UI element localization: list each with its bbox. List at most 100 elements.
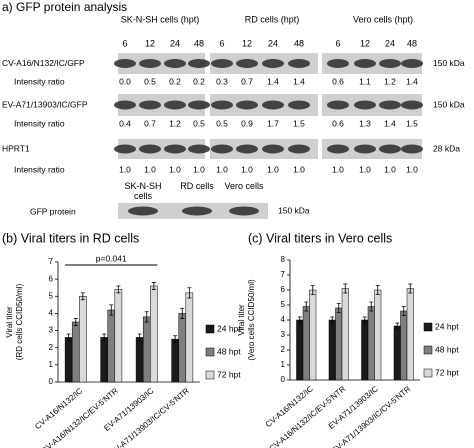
blot-band	[182, 206, 212, 216]
lane-time: 6	[335, 38, 340, 48]
ratio-value: 0.2	[193, 76, 205, 86]
blot-band	[128, 206, 158, 216]
error-bar	[187, 287, 192, 299]
error-bar	[80, 292, 85, 301]
error-bar	[362, 316, 367, 324]
error-bar	[343, 283, 348, 294]
bar	[374, 289, 382, 381]
bar	[309, 289, 317, 381]
error-bar	[310, 285, 315, 295]
row-label: CV-A16/N132/IC/GFP	[2, 58, 85, 68]
ratio-value: 1.0	[384, 164, 396, 174]
bar	[71, 321, 80, 383]
bar	[335, 307, 343, 381]
ratio-value: 0.5	[144, 76, 156, 86]
ratio-value: 1.4	[267, 76, 279, 86]
legend-label: 72 hpt	[217, 369, 241, 379]
blot-panel	[118, 139, 205, 159]
error-bar	[395, 322, 400, 330]
y-tick-label: 0	[281, 375, 286, 384]
bar	[302, 306, 310, 381]
size-label: 150 kDa	[433, 58, 465, 68]
ratio-value: 1.3	[359, 118, 371, 128]
ratio-value: 1.0	[169, 164, 181, 174]
blot-band	[229, 206, 259, 216]
row-label: HPRT1	[2, 143, 30, 153]
error-bar	[369, 301, 374, 312]
blot-band	[327, 100, 349, 110]
lane-header: Vero cells	[224, 181, 264, 191]
blot-band	[188, 144, 210, 154]
blot-band	[139, 100, 161, 110]
ratio-value: 1.0	[332, 164, 344, 174]
blot-band	[139, 59, 161, 68]
ratio-value: 0.5	[216, 118, 228, 128]
ratio-value: 1.4	[384, 118, 396, 128]
blot-band	[262, 100, 284, 110]
error-bar	[151, 282, 156, 290]
y-tick-label: 4	[281, 315, 286, 324]
blot-panel	[118, 94, 205, 116]
ratio-label: Intensity ratio	[14, 164, 65, 174]
error-bar	[297, 316, 302, 324]
error-bar	[304, 301, 309, 312]
y-tick-label: 7	[49, 257, 54, 266]
chart: (b) Viral titers in RD cells Viral titer(…	[2, 231, 241, 448]
ratio-value: 1.0	[267, 164, 279, 174]
lane-time: 48	[194, 38, 204, 48]
ratio-value: 0.4	[119, 118, 131, 128]
error-bar	[109, 304, 114, 316]
bar	[150, 285, 158, 383]
legend-swatch	[423, 322, 433, 332]
bar	[79, 296, 87, 383]
ratio-value: 0.6	[332, 76, 344, 86]
ratio-value: 0.9	[241, 118, 253, 128]
blot-band	[401, 144, 423, 154]
blot-band	[164, 144, 186, 154]
error-bar	[330, 316, 335, 324]
blot-band	[354, 59, 376, 68]
blot-band	[114, 100, 136, 110]
y-tick-label: 5	[49, 291, 54, 300]
group-header: RD cells (hpt)	[245, 14, 300, 24]
y-axis-label: (RD cells CCID50/ml)	[15, 283, 24, 360]
bar	[107, 309, 116, 383]
bar	[185, 292, 194, 383]
blot-band	[211, 100, 233, 110]
blot-band	[327, 59, 349, 68]
row-label: EV-A71/13903/IC/GFP	[2, 99, 88, 109]
error-bar	[408, 283, 413, 294]
lane-time: 24	[385, 38, 395, 48]
blot-panel	[118, 53, 205, 74]
ratio-value: 1.0	[293, 164, 305, 174]
blot-band	[114, 144, 136, 154]
blot-band	[354, 144, 376, 154]
legend-swatch	[205, 324, 215, 334]
blot-band	[354, 100, 376, 110]
y-tick-label: 0	[49, 377, 54, 386]
blot-band	[401, 100, 423, 110]
error-bar	[375, 285, 380, 295]
y-tick-label: 3	[281, 330, 286, 339]
legend-label: 72 hpt	[435, 367, 459, 377]
group-header: SK-N-SH cells (hpt)	[121, 14, 200, 24]
ratio-value: 0.5	[193, 118, 205, 128]
bar	[393, 325, 401, 381]
bar	[171, 338, 179, 383]
blot-band	[327, 144, 349, 154]
bar	[296, 319, 304, 381]
blot-band	[379, 59, 401, 68]
lane-header: RD cells	[180, 181, 214, 191]
ratio-value: 1.0	[144, 164, 156, 174]
bar	[361, 319, 369, 381]
bar	[135, 337, 144, 383]
legend-label: 24 hpt	[217, 323, 241, 333]
blot-band	[401, 59, 423, 68]
blot-band	[188, 59, 210, 68]
blot-band	[288, 100, 310, 110]
bar	[400, 310, 408, 381]
blot-band	[288, 144, 310, 154]
y-tick-label: 3	[49, 326, 54, 335]
chart: (c) Viral titers in Vero cells Viral tite…	[237, 231, 459, 448]
